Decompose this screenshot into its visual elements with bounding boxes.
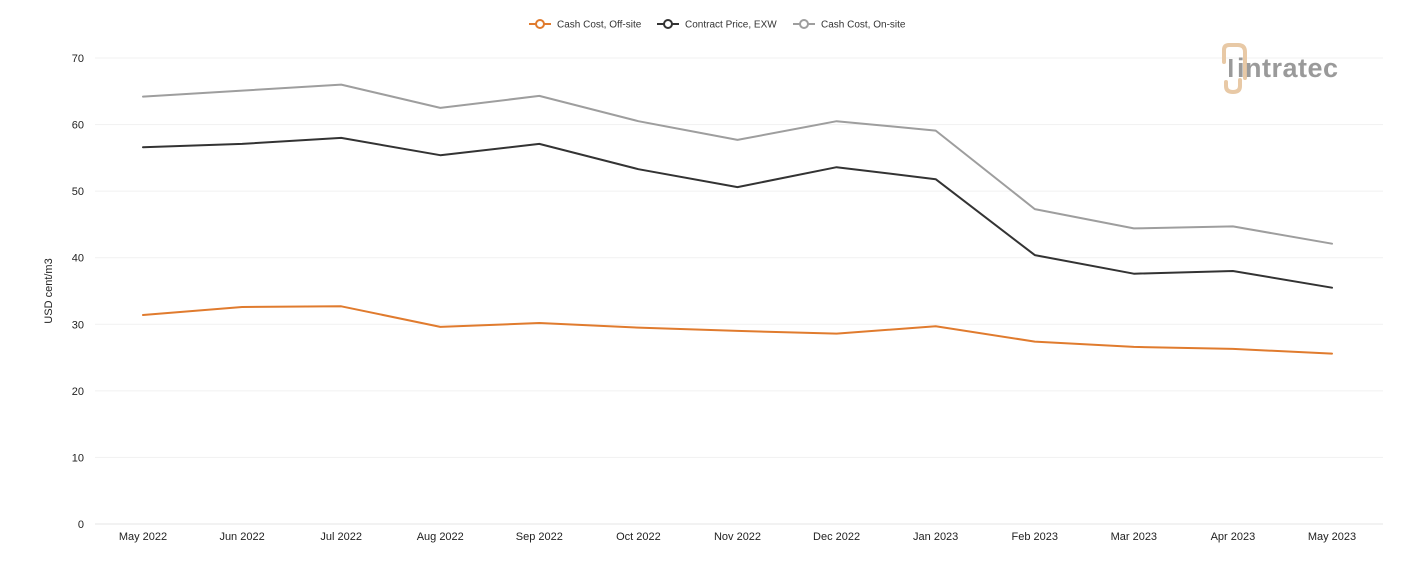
- y-tick-label: 60: [72, 120, 84, 132]
- y-tick-label: 70: [72, 53, 84, 65]
- series-line-3: [142, 83, 1333, 245]
- data-point[interactable]: [1032, 339, 1038, 345]
- y-tick-label: 0: [78, 519, 84, 531]
- data-point[interactable]: [338, 82, 344, 88]
- y-axis-title: USD cent/m3: [43, 258, 55, 323]
- x-tick-label: Jun 2022: [219, 531, 264, 543]
- grid-lines: [95, 57, 1383, 525]
- x-tick-label: Dec 2022: [813, 531, 860, 543]
- y-tick-label: 20: [72, 386, 84, 398]
- data-point[interactable]: [239, 304, 245, 310]
- data-point[interactable]: [338, 135, 344, 141]
- x-tick-label: Jul 2022: [320, 531, 362, 543]
- y-tick-label: 40: [72, 253, 84, 265]
- data-point[interactable]: [933, 128, 939, 134]
- data-point[interactable]: [834, 164, 840, 170]
- data-point[interactable]: [1230, 223, 1236, 229]
- legend-label: Cash Cost, Off-site: [557, 20, 642, 31]
- x-tick-label: Feb 2023: [1012, 531, 1058, 543]
- data-point[interactable]: [536, 93, 542, 99]
- data-point[interactable]: [735, 328, 741, 334]
- x-tick-label: Jan 2023: [913, 531, 958, 543]
- data-point[interactable]: [536, 141, 542, 147]
- x-tick-label: Nov 2022: [714, 531, 761, 543]
- x-tick-label: May 2023: [1308, 531, 1356, 543]
- data-point[interactable]: [437, 152, 443, 158]
- series-line-2: [142, 136, 1333, 289]
- y-tick-label: 30: [72, 319, 84, 331]
- data-point[interactable]: [1230, 346, 1236, 352]
- logo-mark-icon: [1222, 43, 1247, 80]
- data-point[interactable]: [933, 323, 939, 329]
- legend-marker-icon: [535, 19, 545, 29]
- legend-label: Contract Price, EXW: [685, 20, 777, 31]
- x-tick-label: May 2022: [119, 531, 167, 543]
- data-point[interactable]: [140, 312, 146, 318]
- data-point[interactable]: [536, 320, 542, 326]
- data-point[interactable]: [1131, 225, 1137, 231]
- series-line-1: [142, 305, 1333, 355]
- x-tick-label: Oct 2022: [616, 531, 661, 543]
- legend-item-1[interactable]: Cash Cost, Off-site: [529, 19, 642, 31]
- data-point[interactable]: [1032, 206, 1038, 212]
- data-point[interactable]: [140, 144, 146, 150]
- y-tick-label: 50: [72, 186, 84, 198]
- data-point[interactable]: [140, 94, 146, 100]
- data-point[interactable]: [1329, 351, 1335, 357]
- x-tick-label: Sep 2022: [516, 531, 563, 543]
- series-lines: [140, 82, 1335, 357]
- logo-text: intratec: [1237, 53, 1339, 83]
- data-point[interactable]: [635, 325, 641, 331]
- x-tick-label: Aug 2022: [417, 531, 464, 543]
- data-point[interactable]: [437, 324, 443, 330]
- data-point[interactable]: [834, 118, 840, 124]
- data-point[interactable]: [1329, 241, 1335, 247]
- data-point[interactable]: [1131, 271, 1137, 277]
- data-point[interactable]: [437, 105, 443, 111]
- data-point[interactable]: [1131, 344, 1137, 350]
- data-point[interactable]: [1230, 268, 1236, 274]
- legend-marker-icon: [663, 19, 673, 29]
- data-point[interactable]: [735, 137, 741, 143]
- y-tick-label: 10: [72, 452, 84, 464]
- data-point[interactable]: [834, 331, 840, 337]
- data-point[interactable]: [239, 88, 245, 94]
- data-point[interactable]: [1329, 285, 1335, 291]
- data-point[interactable]: [635, 118, 641, 124]
- legend-marker-icon: [799, 19, 809, 29]
- logo-hook-icon: [1224, 78, 1242, 95]
- x-tick-label: Apr 2023: [1211, 531, 1256, 543]
- intratec-logo: intratec: [1222, 43, 1339, 95]
- y-axis-ticks: 0 10 20 30 40 50 60 70: [72, 53, 84, 531]
- data-point[interactable]: [933, 176, 939, 182]
- legend[interactable]: Cash Cost, Off-site Contract Price, EXW Ca…: [529, 19, 906, 31]
- data-point[interactable]: [1032, 252, 1038, 258]
- x-tick-label: Mar 2023: [1111, 531, 1157, 543]
- data-point[interactable]: [239, 141, 245, 147]
- logo-i-stem: [1229, 59, 1233, 77]
- legend-item-2[interactable]: Contract Price, EXW: [657, 19, 777, 31]
- data-point[interactable]: [735, 184, 741, 190]
- legend-item-3[interactable]: Cash Cost, On-site: [793, 19, 906, 31]
- data-point[interactable]: [338, 303, 344, 309]
- x-axis-ticks: May 2022 Jun 2022 Jul 2022 Aug 2022 Sep 2022…: [119, 531, 1356, 543]
- data-point[interactable]: [635, 166, 641, 172]
- legend-label: Cash Cost, On-site: [821, 20, 906, 31]
